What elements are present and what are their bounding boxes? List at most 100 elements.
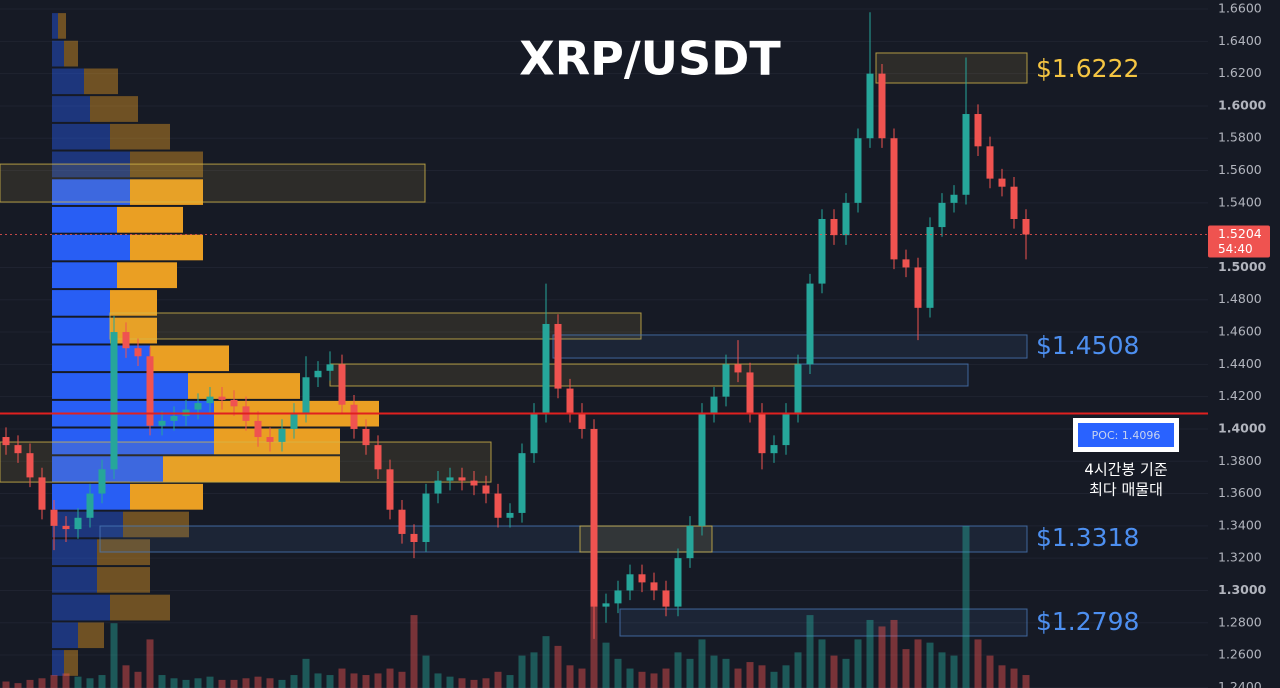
y-tick-label: 1.6200 <box>1218 65 1262 80</box>
volume-bar <box>146 639 154 688</box>
profile-buy <box>52 179 130 205</box>
zone <box>0 163 426 203</box>
profile-sell <box>97 567 150 593</box>
candle-body <box>626 574 634 591</box>
candle-body <box>950 194 958 203</box>
profile-sell <box>123 511 189 538</box>
volume-bar <box>842 658 850 688</box>
candle-body <box>386 469 394 510</box>
profile-sell <box>110 594 170 621</box>
profile-sell <box>130 483 203 510</box>
candle-body <box>218 396 226 400</box>
candle-body <box>578 412 586 429</box>
volume-bar <box>746 662 754 688</box>
candle-body <box>158 420 166 426</box>
candle-body <box>746 372 754 413</box>
y-tick-label: 1.3000 <box>1218 582 1267 597</box>
level-label: $1.4508 <box>1036 331 1139 360</box>
volume-bar <box>374 673 382 688</box>
candle-body <box>146 356 154 426</box>
volume-bar <box>482 678 490 688</box>
volume-bar <box>62 673 70 688</box>
volume-bar <box>554 645 562 688</box>
y-tick-label: 1.5000 <box>1218 259 1267 274</box>
y-tick-label: 1.6000 <box>1218 97 1267 112</box>
candle-body <box>194 403 202 410</box>
volume-bar <box>986 655 994 688</box>
candle-body <box>986 146 994 179</box>
volume-bar <box>158 675 166 688</box>
y-tick-label: 1.6600 <box>1218 1 1262 16</box>
candle-body <box>110 332 118 470</box>
volume-bar <box>122 665 130 688</box>
candle-body <box>1010 186 1018 219</box>
candle-body <box>62 525 70 530</box>
candle-body <box>854 138 862 203</box>
volume-bar <box>38 678 46 688</box>
candle-body <box>782 412 790 446</box>
volume-bar <box>590 598 598 688</box>
volume-bar <box>662 668 670 688</box>
candle-body <box>926 227 934 308</box>
y-tick-label: 1.3400 <box>1218 517 1262 532</box>
candle-body <box>470 480 478 486</box>
zone <box>619 608 1028 637</box>
y-tick-label: 1.4200 <box>1218 388 1262 403</box>
candle-body <box>410 533 418 543</box>
volume-bar <box>938 652 946 688</box>
candle-body <box>650 582 658 591</box>
candle-body <box>518 453 526 513</box>
y-tick-label: 1.2800 <box>1218 614 1262 629</box>
candle-body <box>254 420 262 438</box>
profile-sell <box>150 345 229 372</box>
volume-bar <box>578 668 586 688</box>
volume-bar <box>218 679 226 688</box>
candle-body <box>506 512 514 518</box>
volume-bar <box>422 655 430 688</box>
profile-buy <box>52 262 117 289</box>
countdown-label: 54:40 <box>1218 242 1253 256</box>
candle-body <box>890 138 898 260</box>
zones <box>0 52 1028 637</box>
profile-buy <box>52 96 90 122</box>
y-tick-label: 1.5600 <box>1218 162 1262 177</box>
volume-bar <box>26 679 34 688</box>
volume-bar <box>2 681 10 688</box>
volume-bar <box>926 642 934 688</box>
volume-bar <box>794 652 802 688</box>
y-tick-label: 1.2600 <box>1218 647 1262 662</box>
profile-buy <box>52 290 110 316</box>
volume-bar <box>830 655 838 688</box>
y-tick-label: 1.2400 <box>1218 679 1262 688</box>
profile-sell <box>110 290 157 316</box>
candle-body <box>230 399 238 407</box>
candle-body <box>2 437 10 446</box>
candle-body <box>758 412 766 454</box>
volume-bar <box>854 639 862 688</box>
volume-bar <box>398 671 406 688</box>
candle-body <box>38 477 46 510</box>
profile-sell <box>130 234 203 261</box>
zone <box>99 525 1028 553</box>
candle-body <box>914 267 922 308</box>
profile-sell <box>64 650 78 676</box>
candle-body <box>794 364 802 413</box>
profile-buy <box>52 539 97 566</box>
profile-sell <box>163 456 340 482</box>
volume-bar <box>302 658 310 688</box>
volume-bar <box>86 678 94 688</box>
candle-body <box>266 437 274 442</box>
volume-bar <box>962 526 970 688</box>
y-tick-label: 1.4800 <box>1218 291 1262 306</box>
candle-body <box>398 509 406 534</box>
volume-bar <box>1010 668 1018 688</box>
candle-body <box>734 364 742 373</box>
volume-bar <box>506 675 514 688</box>
poc-box-inner <box>1078 423 1174 447</box>
last-price-label: 1.5204 <box>1218 226 1262 241</box>
volume-bar <box>470 679 478 688</box>
volume-bar <box>50 675 58 688</box>
volume-bar <box>626 668 634 688</box>
